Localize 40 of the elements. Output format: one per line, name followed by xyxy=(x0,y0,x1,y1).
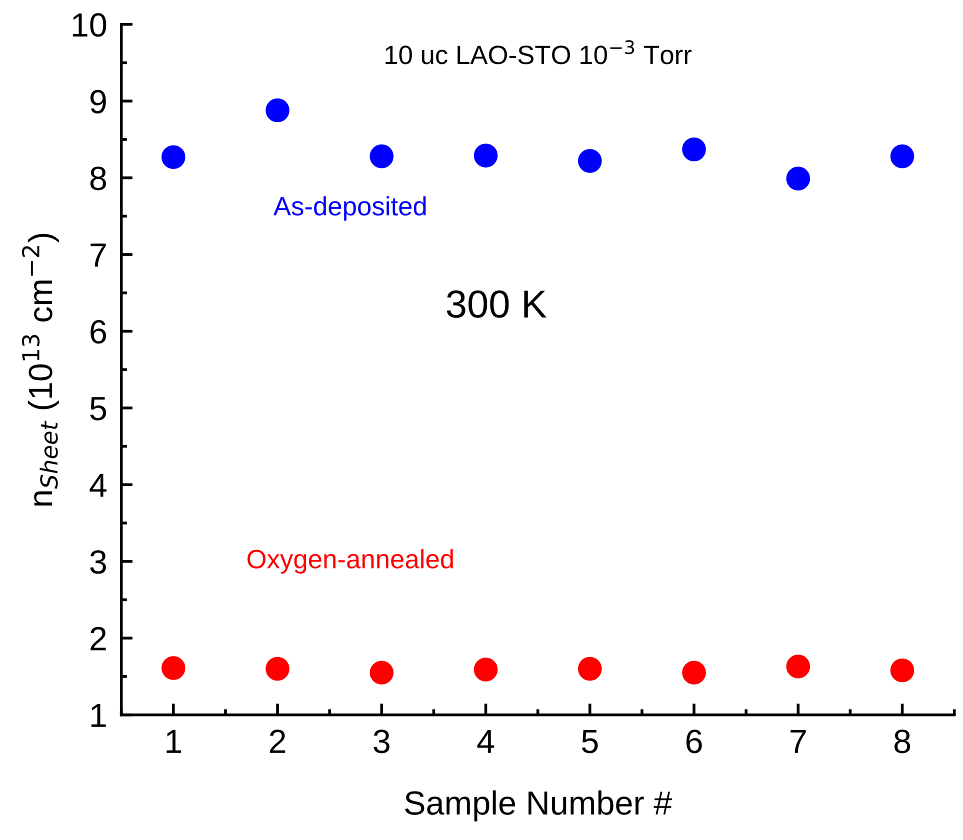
point xyxy=(266,98,290,122)
y-tick-label: 6 xyxy=(90,320,106,344)
text: 10 uc LAO-STO 10$^{−3}$ Torr xyxy=(386,40,692,64)
point xyxy=(682,138,706,162)
annotation: 300 K xyxy=(446,290,547,318)
point xyxy=(370,660,394,685)
point xyxy=(370,144,394,168)
x-axis-title: Sample Number # xyxy=(405,790,672,822)
point xyxy=(578,656,602,681)
x-tick-label: 2 xyxy=(270,730,286,753)
y-tick-label: 10 xyxy=(72,13,106,37)
x-tick-label: 1 xyxy=(166,730,182,753)
y-tick-label: 5 xyxy=(90,397,106,420)
y-axis-title: n$_{Sheet}$ (10$^{13}$ cm$^{−2}$) xyxy=(22,234,59,506)
x-tick-label: 5 xyxy=(582,730,598,754)
point xyxy=(266,656,290,681)
point xyxy=(474,144,498,168)
point xyxy=(786,166,810,190)
series-label: As-deposited xyxy=(273,196,426,221)
x-tick-label: 3 xyxy=(374,730,390,754)
point xyxy=(474,658,498,682)
point xyxy=(890,144,914,168)
point xyxy=(578,149,602,173)
point xyxy=(682,660,706,685)
point xyxy=(786,654,810,678)
point xyxy=(162,145,186,169)
x-tick-label: 4 xyxy=(477,730,494,753)
y-tick-label: 3 xyxy=(90,550,106,574)
text: Oxygen-annealed xyxy=(248,549,453,574)
y-tick-label: 7 xyxy=(90,244,106,267)
x-tick-label: 6 xyxy=(686,730,702,754)
point xyxy=(890,658,914,682)
y-tick-label: 9 xyxy=(90,90,106,114)
x-tick-label: 8 xyxy=(894,730,910,754)
y-tick-label: 4 xyxy=(90,474,106,497)
y-tick-label: 2 xyxy=(90,626,106,650)
x-tick-label: 7 xyxy=(790,730,806,753)
point xyxy=(162,656,186,680)
y-tick-label: 1 xyxy=(91,704,106,727)
y-tick-label: 8 xyxy=(90,166,106,190)
